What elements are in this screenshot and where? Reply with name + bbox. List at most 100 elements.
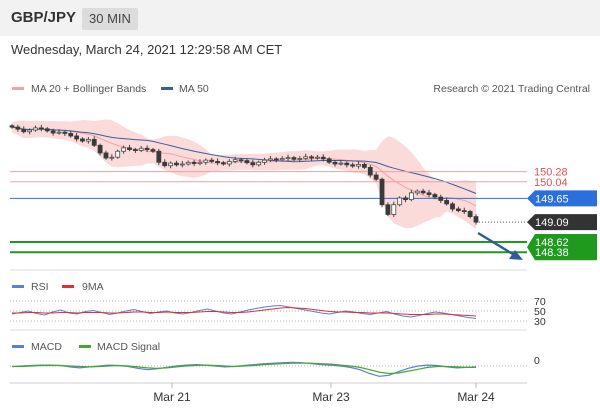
candle-body xyxy=(273,158,279,161)
candle-body xyxy=(15,126,21,130)
resistance-label: 150.28 xyxy=(534,167,568,179)
macd-legend-swatch xyxy=(12,345,24,348)
candle-body xyxy=(174,162,179,166)
rsi-tick-label: 50 xyxy=(534,306,546,318)
candle-body xyxy=(250,162,256,166)
candle-body xyxy=(44,128,50,132)
candle-body xyxy=(115,150,121,158)
candle-body xyxy=(356,164,361,167)
rsi-tick-label: 70 xyxy=(534,296,546,308)
candle-body xyxy=(285,157,291,160)
candle-body xyxy=(385,204,391,215)
candle-body xyxy=(403,197,408,201)
support-label: 148.62 xyxy=(535,237,569,249)
candle-body xyxy=(21,128,27,133)
candle-body xyxy=(414,190,420,194)
candle-body xyxy=(309,156,314,159)
candle-body xyxy=(179,163,185,166)
candle-body xyxy=(244,160,250,164)
candle-body xyxy=(373,174,379,180)
candle-body xyxy=(297,158,303,160)
candle-body xyxy=(291,157,297,160)
candle-body xyxy=(132,149,138,151)
x-tick-label: Mar 23 xyxy=(312,390,350,404)
candle-body xyxy=(138,147,144,151)
macd-line xyxy=(11,361,477,377)
candle-body xyxy=(68,133,74,137)
credit-text: Research © 2021 Trading Central xyxy=(433,83,590,95)
candle-body xyxy=(191,161,197,164)
ma50-legend-label: MA 50 xyxy=(179,83,209,95)
current-price-tag xyxy=(527,214,597,231)
candle-body xyxy=(226,161,232,165)
candle-body xyxy=(80,138,85,142)
macd-tick-label: 0 xyxy=(534,355,540,367)
candle-body xyxy=(379,178,385,206)
candle-body xyxy=(332,161,338,165)
candle-body xyxy=(33,127,38,131)
x-tick-label: Mar 24 xyxy=(457,390,495,404)
candle-body xyxy=(279,158,285,161)
candle-body xyxy=(232,159,238,162)
candle-body xyxy=(450,203,455,210)
candle-body xyxy=(221,162,226,165)
candle-body xyxy=(103,152,109,159)
candle-body xyxy=(156,150,162,163)
timestamp: Wednesday, March 24, 2021 12:29:58 AM CE… xyxy=(11,42,283,57)
ma20-line xyxy=(11,126,477,207)
resistance-label: 150.04 xyxy=(534,177,568,189)
x-tick-label: Mar 21 xyxy=(153,390,191,404)
candle-body xyxy=(38,127,44,130)
candle-body xyxy=(367,166,373,176)
macd-signal-legend-swatch xyxy=(79,345,91,348)
candle-body xyxy=(262,159,267,163)
candle-body xyxy=(85,138,91,142)
rsi-ma-legend-label: 9MA xyxy=(82,281,104,293)
current-price-label: 149.09 xyxy=(535,217,569,229)
pivot-tag xyxy=(527,190,597,207)
bollinger-band xyxy=(12,119,476,230)
support-label: 148.38 xyxy=(535,247,569,259)
candle-body xyxy=(397,197,403,206)
candle-body xyxy=(315,156,320,159)
candle-body xyxy=(391,204,397,215)
candle-body xyxy=(350,164,356,167)
candle-body xyxy=(144,147,150,150)
forecast-arrow xyxy=(477,231,523,260)
candle-body xyxy=(62,131,68,134)
pivot-label: 149.65 xyxy=(535,193,569,205)
candle-body xyxy=(326,158,332,163)
candle-body xyxy=(256,161,262,166)
ma50-legend-swatch xyxy=(161,87,173,90)
candle-body xyxy=(9,125,15,128)
candle-body xyxy=(91,138,97,146)
candle-body xyxy=(461,210,467,213)
candle-body xyxy=(344,162,350,166)
candle-body xyxy=(209,159,215,162)
rsi-ma-line xyxy=(12,306,477,317)
interval-button[interactable]: 30 MIN xyxy=(82,8,138,30)
candle-body xyxy=(150,149,156,152)
candle-body xyxy=(203,159,209,163)
macd-signal-line xyxy=(12,362,476,375)
candle-body xyxy=(420,190,426,194)
candle-body xyxy=(455,208,461,212)
candle-body xyxy=(303,156,309,159)
candle-body xyxy=(74,135,80,140)
candle-body xyxy=(320,156,326,160)
candle-body xyxy=(362,164,367,168)
candle-body xyxy=(338,162,344,165)
candle-body xyxy=(268,158,273,161)
candle-body xyxy=(97,144,103,154)
candle-body xyxy=(215,161,220,164)
candle-body xyxy=(438,196,444,201)
ma20-legend-swatch xyxy=(12,87,24,90)
candle-body xyxy=(162,161,168,167)
candle-body xyxy=(50,130,56,134)
candle-body xyxy=(121,147,126,152)
candle-body xyxy=(27,129,33,133)
symbol-title: GBP/JPY xyxy=(11,9,77,26)
candle-body xyxy=(185,161,191,165)
rsi-tick-label: 30 xyxy=(534,316,546,328)
